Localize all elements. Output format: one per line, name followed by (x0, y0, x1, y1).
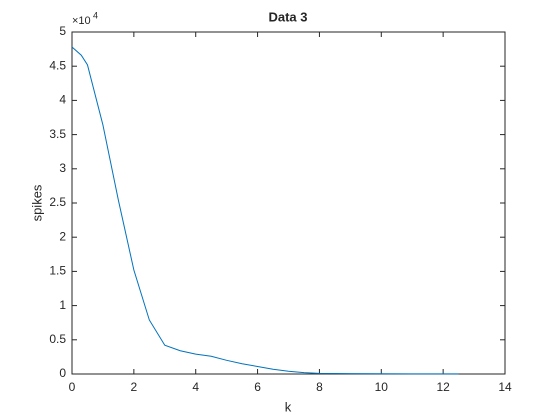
y-tick-label: 0 (59, 366, 66, 380)
y-axis-label: spikes (29, 184, 44, 221)
y-tick-label: 3 (59, 161, 66, 175)
y-tick-label: 1.5 (49, 264, 66, 278)
y-tick-label: 4.5 (49, 58, 66, 72)
x-tick-label: 4 (192, 380, 199, 394)
y-tick-label: 4 (59, 93, 66, 107)
y-tick-label: 2 (59, 229, 66, 243)
x-tick-label: 10 (375, 380, 389, 394)
y-tick-label: 2.5 (49, 195, 66, 209)
x-tick-label: 2 (131, 380, 138, 394)
y-tick-label: 1 (59, 298, 66, 312)
x-tick-label: 12 (436, 380, 450, 394)
x-axis-label: k (285, 399, 292, 414)
line-series (71, 46, 459, 375)
y-tick-label: 0.5 (49, 332, 66, 346)
y-multiplier-base: ×10 (72, 15, 91, 27)
x-tick-label: 0 (69, 380, 76, 394)
y-tick-label: 3.5 (49, 127, 66, 141)
x-tick-label: 8 (316, 380, 323, 394)
x-tick-label: 14 (498, 380, 512, 394)
y-tick-label: 5 (59, 24, 66, 38)
chart-title: Data 3 (268, 9, 307, 24)
y-multiplier-power: 4 (93, 10, 98, 20)
x-tick-label: 6 (254, 380, 261, 394)
